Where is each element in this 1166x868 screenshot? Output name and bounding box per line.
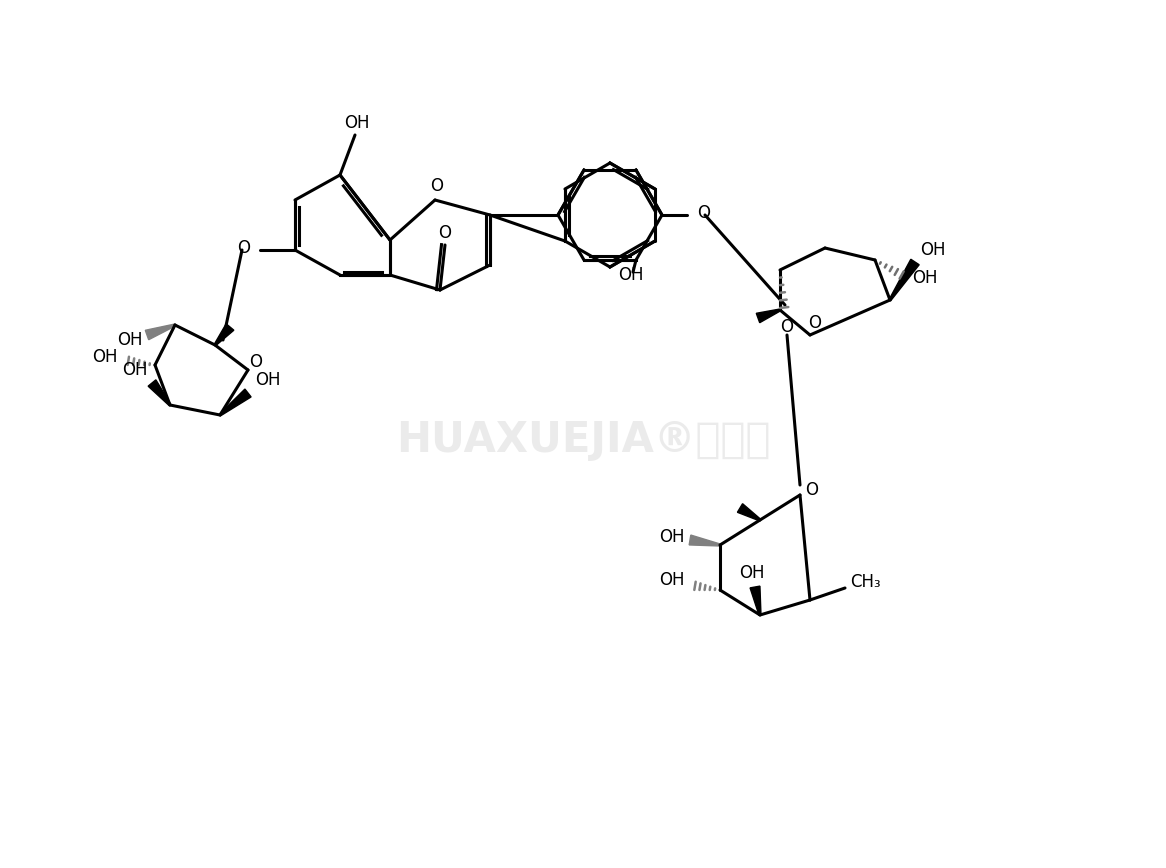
Polygon shape <box>146 324 175 339</box>
Text: OH: OH <box>660 571 684 589</box>
Text: OH: OH <box>920 241 946 259</box>
Text: O: O <box>808 314 822 332</box>
Polygon shape <box>750 586 761 615</box>
Text: OH: OH <box>618 266 644 284</box>
Text: O: O <box>806 481 819 499</box>
Polygon shape <box>737 503 760 521</box>
Text: CH₃: CH₃ <box>850 573 880 591</box>
Polygon shape <box>148 380 170 405</box>
Polygon shape <box>757 309 780 323</box>
Text: O: O <box>697 204 710 222</box>
Polygon shape <box>219 389 251 416</box>
Text: OH: OH <box>122 361 148 379</box>
Polygon shape <box>689 535 721 546</box>
Text: OH: OH <box>739 564 765 582</box>
Text: O: O <box>237 239 250 257</box>
Text: HUAXUEJIA®化学加: HUAXUEJIA®化学加 <box>395 419 771 461</box>
Text: OH: OH <box>255 371 281 389</box>
Text: O: O <box>438 224 451 242</box>
Text: OH: OH <box>660 528 684 546</box>
Text: OH: OH <box>912 269 937 287</box>
Text: O: O <box>430 177 443 195</box>
Polygon shape <box>890 260 919 300</box>
Text: O: O <box>250 353 262 371</box>
Text: O: O <box>780 318 794 336</box>
Text: OH: OH <box>118 331 143 349</box>
Text: OH: OH <box>344 114 370 132</box>
Polygon shape <box>215 324 234 345</box>
Text: OH: OH <box>92 348 118 366</box>
